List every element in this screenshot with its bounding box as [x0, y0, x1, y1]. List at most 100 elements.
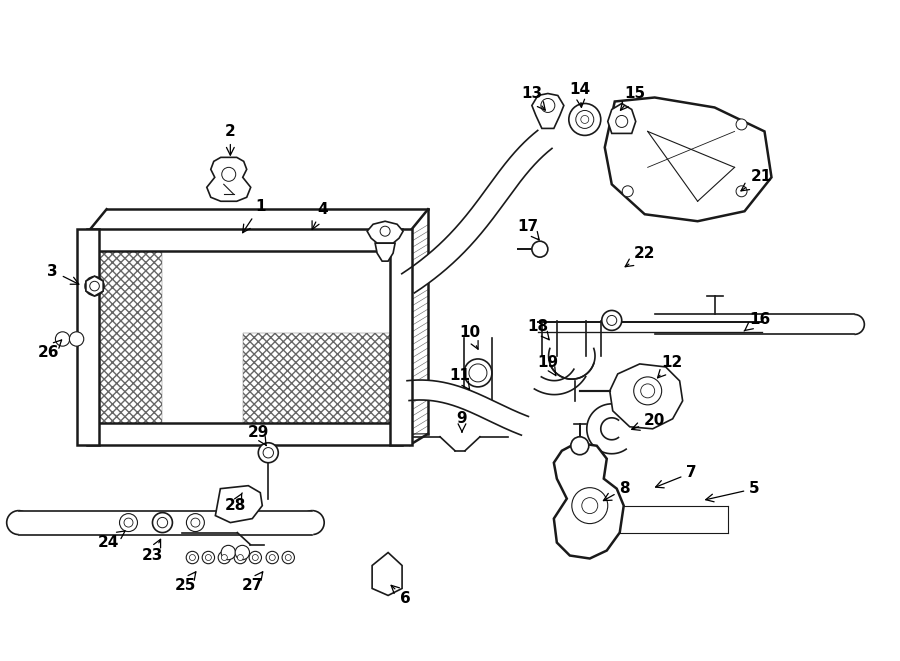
Text: 12: 12: [658, 356, 682, 378]
Circle shape: [581, 498, 598, 514]
Circle shape: [602, 311, 622, 330]
Text: 27: 27: [241, 572, 263, 593]
Text: 23: 23: [142, 539, 163, 563]
Polygon shape: [207, 157, 251, 201]
Text: 4: 4: [312, 202, 328, 229]
Bar: [94, 247, 162, 427]
Circle shape: [282, 551, 294, 564]
Text: 29: 29: [248, 425, 269, 446]
Circle shape: [580, 116, 589, 124]
Polygon shape: [608, 104, 635, 134]
Text: 5: 5: [706, 481, 760, 502]
Text: 24: 24: [98, 531, 125, 550]
Text: 18: 18: [527, 319, 549, 340]
Bar: [86, 423, 402, 445]
Polygon shape: [367, 221, 403, 243]
Circle shape: [252, 555, 258, 561]
Text: 26: 26: [38, 340, 61, 360]
Circle shape: [571, 437, 589, 455]
Circle shape: [266, 551, 278, 564]
Circle shape: [124, 518, 133, 527]
Polygon shape: [532, 93, 563, 128]
Circle shape: [202, 551, 214, 564]
Circle shape: [238, 555, 243, 561]
Text: 15: 15: [620, 86, 645, 110]
Circle shape: [532, 241, 548, 257]
Circle shape: [569, 104, 601, 136]
Circle shape: [221, 555, 228, 561]
Circle shape: [258, 443, 278, 463]
Circle shape: [285, 555, 292, 561]
Circle shape: [634, 377, 661, 405]
Circle shape: [152, 513, 173, 533]
Text: 2: 2: [225, 124, 236, 155]
Circle shape: [234, 551, 247, 564]
Circle shape: [218, 551, 230, 564]
Bar: [88, 241, 400, 433]
Circle shape: [616, 116, 627, 128]
Text: 28: 28: [225, 493, 246, 513]
Text: 17: 17: [518, 219, 539, 240]
Polygon shape: [549, 348, 595, 379]
Circle shape: [736, 186, 747, 197]
Text: 10: 10: [459, 325, 481, 349]
Circle shape: [607, 315, 616, 325]
Text: 16: 16: [744, 311, 770, 331]
Text: 14: 14: [569, 82, 590, 107]
Text: 11: 11: [449, 368, 471, 389]
Circle shape: [622, 119, 634, 130]
Circle shape: [235, 545, 249, 560]
Text: 19: 19: [537, 356, 558, 375]
Text: 1: 1: [243, 199, 266, 233]
Circle shape: [186, 551, 199, 564]
Circle shape: [572, 488, 608, 524]
Circle shape: [269, 555, 275, 561]
Text: 22: 22: [626, 246, 655, 267]
Circle shape: [120, 514, 138, 531]
Circle shape: [191, 518, 200, 527]
Polygon shape: [535, 369, 586, 395]
Polygon shape: [401, 130, 552, 293]
Text: 21: 21: [741, 169, 772, 191]
Text: 3: 3: [48, 264, 79, 284]
Polygon shape: [407, 380, 528, 435]
Circle shape: [56, 332, 70, 346]
Polygon shape: [86, 276, 104, 296]
Text: 6: 6: [392, 586, 410, 606]
Bar: [86, 229, 402, 251]
Text: 25: 25: [175, 572, 196, 593]
Circle shape: [380, 226, 390, 236]
Circle shape: [263, 447, 274, 458]
Polygon shape: [372, 553, 402, 596]
Circle shape: [221, 167, 236, 181]
Circle shape: [622, 186, 634, 197]
Circle shape: [641, 384, 654, 398]
Text: 13: 13: [521, 86, 545, 110]
Polygon shape: [587, 404, 626, 453]
Circle shape: [576, 110, 594, 128]
Text: 9: 9: [456, 411, 467, 432]
Circle shape: [736, 119, 747, 130]
Circle shape: [86, 276, 104, 295]
Bar: [94, 247, 394, 427]
Bar: [390, 229, 412, 445]
Circle shape: [541, 98, 554, 112]
Polygon shape: [375, 243, 395, 261]
Circle shape: [205, 555, 212, 561]
Text: 20: 20: [632, 413, 665, 430]
Polygon shape: [610, 364, 682, 429]
Circle shape: [90, 282, 99, 291]
Circle shape: [189, 555, 195, 561]
Polygon shape: [605, 97, 771, 221]
Circle shape: [249, 551, 262, 564]
Text: 8: 8: [603, 481, 630, 500]
Polygon shape: [215, 486, 262, 523]
Circle shape: [221, 545, 236, 560]
Text: 7: 7: [655, 465, 697, 488]
Circle shape: [186, 514, 204, 531]
Polygon shape: [554, 443, 624, 559]
Bar: [243, 333, 394, 427]
Circle shape: [158, 518, 167, 527]
Bar: [76, 229, 98, 445]
Circle shape: [69, 332, 84, 346]
